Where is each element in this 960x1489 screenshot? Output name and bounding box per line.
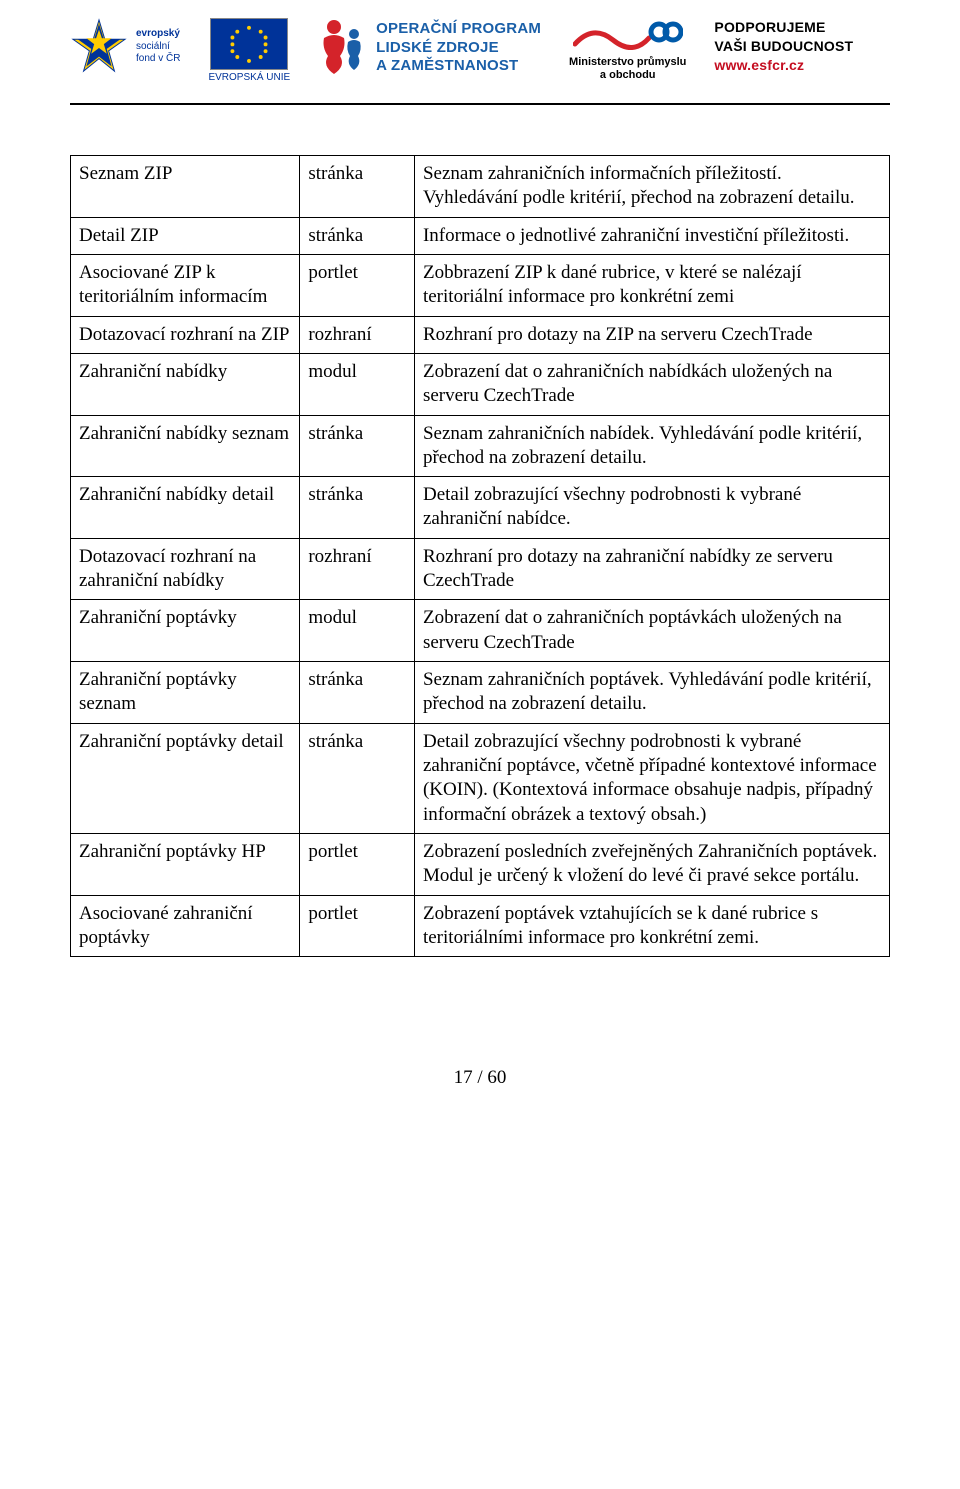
mpo-line2: a obchodu [600,69,656,81]
table-row: Dotazovací rozhraní na ZIProzhraníRozhra… [71,316,890,353]
cell-type: rozhraní [300,538,415,600]
cell-name: Zahraniční poptávky seznam [71,662,300,724]
table-row: Zahraniční nabídky seznamstránkaSeznam z… [71,415,890,477]
cell-desc: Zobrazení dat o zahraničních poptávkách … [414,600,889,662]
mpo-icon [573,18,683,56]
page-number: 17 / 60 [70,1067,890,1089]
cell-type: modul [300,600,415,662]
esf-star-icon [70,18,128,76]
table-row: Asociované ZIP k teritoriálním informací… [71,254,890,316]
cell-type: modul [300,353,415,415]
table-row: Detail ZIPstránkaInformace o jednotlivé … [71,217,890,254]
cell-desc: Seznam zahraničních poptávek. Vyhledáván… [414,662,889,724]
mpo-text: Ministerstvo průmyslu a obchodu [569,56,686,82]
header: evropský sociální fond v ČR [70,18,890,97]
op-line1: OPERAČNÍ PROGRAM [376,20,541,39]
cell-desc: Rozhraní pro dotazy na ZIP na serveru Cz… [414,316,889,353]
table-row: Zahraniční poptávky seznamstránkaSeznam … [71,662,890,724]
cell-desc: Seznam zahraničních nabídek. Vyhledávání… [414,415,889,477]
op-logo: OPERAČNÍ PROGRAM LIDSKÉ ZDROJE A ZAMĚSTN… [318,18,541,78]
cell-desc: Rozhraní pro dotazy na zahraniční nabídk… [414,538,889,600]
support-line2: VAŠI BUDOUCNOST [714,37,853,56]
cell-name: Zahraniční nabídky [71,353,300,415]
mpo-logo: Ministerstvo průmyslu a obchodu [569,18,686,82]
esf-line1: evropský [136,28,180,39]
eu-logo: EVROPSKÁ UNIE [208,18,290,83]
cell-type: stránka [300,723,415,833]
table-row: Dotazovací rozhraní na zahraniční nabídk… [71,538,890,600]
cell-type: portlet [300,895,415,957]
table-row: Asociované zahraniční poptávkyportletZob… [71,895,890,957]
table-row: Zahraniční poptávky detailstránkaDetail … [71,723,890,833]
cell-desc: Zobbrazení ZIP k dané rubrice, v které s… [414,254,889,316]
cell-type: stránka [300,477,415,539]
cell-name: Zahraniční nabídky seznam [71,415,300,477]
cell-desc: Zobrazení poptávek vztahujících se k dan… [414,895,889,957]
cell-type: stránka [300,156,415,218]
esf-line3: fond v ČR [136,53,180,66]
eu-label: EVROPSKÁ UNIE [208,72,290,83]
document-page: evropský sociální fond v ČR [0,0,960,1129]
op-text: OPERAČNÍ PROGRAM LIDSKÉ ZDROJE A ZAMĚSTN… [376,20,541,76]
cell-desc: Detail zobrazující všechny podrobnosti k… [414,477,889,539]
cell-name: Asociované ZIP k teritoriálním informací… [71,254,300,316]
table-row: Zahraniční poptávky HPportletZobrazení p… [71,833,890,895]
cell-name: Asociované zahraniční poptávky [71,895,300,957]
cell-type: rozhraní [300,316,415,353]
table-row: Zahraniční nabídky detailstránkaDetail z… [71,477,890,539]
support-block: PODPORUJEME VAŠI BUDOUCNOST www.esfcr.cz [714,18,853,75]
table-row: Seznam ZIPstránkaSeznam zahraničních inf… [71,156,890,218]
cell-type: stránka [300,662,415,724]
header-divider [70,103,890,105]
cell-desc: Seznam zahraničních informačních příleži… [414,156,889,218]
cell-name: Seznam ZIP [71,156,300,218]
op-person-icon [318,18,366,78]
cell-name: Zahraniční poptávky [71,600,300,662]
support-line1: PODPORUJEME [714,18,853,37]
cell-name: Zahraniční nabídky detail [71,477,300,539]
cell-type: portlet [300,254,415,316]
cell-type: stránka [300,217,415,254]
cell-name: Dotazovací rozhraní na zahraniční nabídk… [71,538,300,600]
eu-flag-icon [210,18,288,70]
op-line2: LIDSKÉ ZDROJE [376,39,541,58]
definitions-table: Seznam ZIPstránkaSeznam zahraničních inf… [70,155,890,957]
cell-name: Dotazovací rozhraní na ZIP [71,316,300,353]
table-row: Zahraniční poptávkymodulZobrazení dat o … [71,600,890,662]
esf-logo: evropský sociální fond v ČR [70,18,180,76]
cell-desc: Zobrazení dat o zahraničních nabídkách u… [414,353,889,415]
esf-text: evropský sociální fond v ČR [136,28,180,66]
support-url: www.esfcr.cz [714,56,853,75]
mpo-line1: Ministerstvo průmyslu [569,56,686,68]
cell-desc: Informace o jednotlivé zahraniční invest… [414,217,889,254]
esf-line2: sociální [136,41,180,54]
cell-name: Detail ZIP [71,217,300,254]
table-row: Zahraniční nabídkymodulZobrazení dat o z… [71,353,890,415]
cell-desc: Detail zobrazující všechny podrobnosti k… [414,723,889,833]
op-line3: A ZAMĚSTNANOST [376,57,541,76]
cell-type: stránka [300,415,415,477]
cell-name: Zahraniční poptávky detail [71,723,300,833]
cell-desc: Zobrazení posledních zveřejněných Zahran… [414,833,889,895]
cell-type: portlet [300,833,415,895]
cell-name: Zahraniční poptávky HP [71,833,300,895]
